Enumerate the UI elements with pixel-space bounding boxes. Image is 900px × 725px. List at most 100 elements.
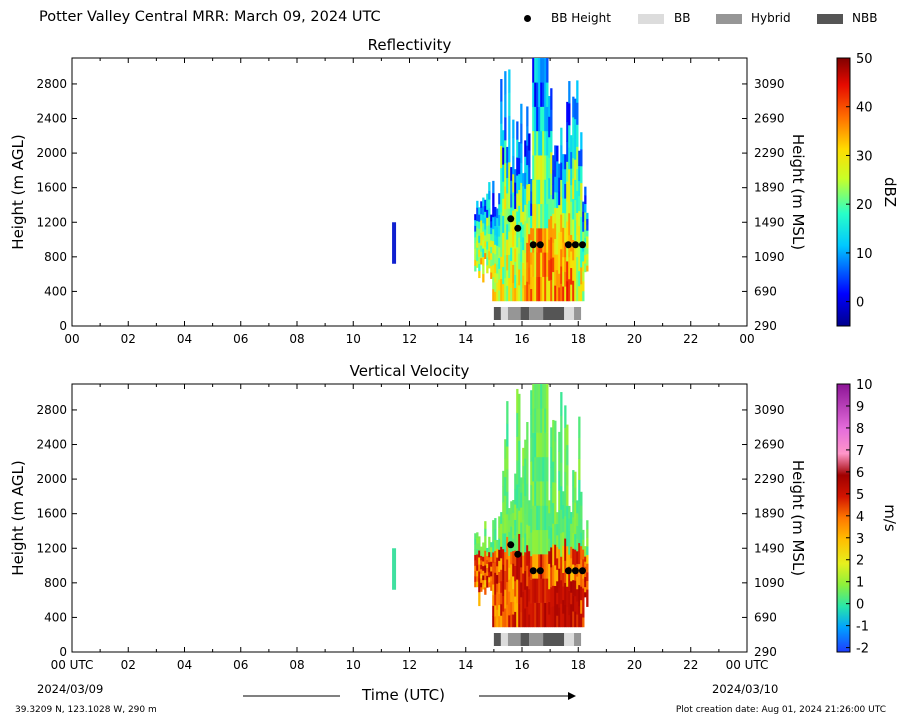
field-cell — [502, 564, 505, 581]
field-cell — [550, 173, 553, 195]
field-cell — [530, 390, 533, 415]
field-cell — [520, 522, 523, 538]
field-cell — [478, 214, 481, 222]
field-cell — [504, 608, 507, 628]
field-cell — [474, 242, 477, 249]
field-cell — [484, 535, 487, 544]
field-cell — [496, 600, 499, 610]
field-cell — [522, 591, 525, 610]
bb-height-marker-icon — [524, 15, 531, 22]
field-cell — [522, 519, 525, 538]
field-cell — [558, 490, 561, 511]
field-cell — [480, 564, 483, 570]
field-cell — [492, 216, 495, 230]
field-cell — [546, 276, 549, 302]
field-cell — [576, 124, 579, 147]
field-cell — [534, 130, 537, 156]
field-cell — [504, 589, 507, 609]
field-cell — [530, 437, 533, 462]
arrow-head-icon — [568, 692, 576, 700]
field-cell — [504, 140, 507, 164]
field-cell — [496, 609, 499, 619]
field-cell — [482, 561, 485, 567]
field-cell — [476, 554, 479, 560]
field-cell — [522, 501, 525, 520]
field-cell — [498, 560, 501, 572]
field-cell — [540, 58, 543, 83]
field-cell — [494, 594, 497, 606]
x-tick-label: 16 — [514, 332, 529, 346]
field-cell — [572, 485, 575, 502]
colorbar-tick-label: 40 — [856, 101, 873, 116]
field-cell — [578, 210, 581, 227]
field-cell — [512, 192, 515, 211]
field-cell — [578, 240, 581, 257]
field-cell — [562, 572, 565, 587]
field-cell — [502, 611, 505, 628]
field-cell — [582, 588, 585, 599]
x-tick-label: 20 — [627, 658, 642, 672]
field-cell — [550, 152, 553, 174]
field-cell — [508, 591, 511, 604]
field-cell — [478, 270, 481, 279]
field-cell — [550, 467, 553, 488]
y-tick-label: 2000 — [36, 146, 67, 160]
field-cell — [570, 580, 573, 593]
field-cell — [510, 551, 513, 565]
field-cell — [572, 178, 575, 200]
field-cell — [498, 247, 501, 259]
field-cell — [586, 259, 589, 266]
field-cell — [544, 384, 547, 409]
field-cell — [564, 183, 567, 199]
field-cell — [570, 603, 573, 616]
field-cell — [580, 267, 583, 285]
field-cell — [514, 473, 517, 490]
field-cell — [480, 207, 483, 215]
field-cell — [510, 260, 513, 275]
field-cell — [578, 150, 581, 167]
field-cell — [476, 227, 479, 235]
field-cell — [488, 536, 491, 543]
field-cell — [540, 481, 543, 506]
location-footer: 39.3209 N, 123.1028 W, 290 m — [15, 705, 157, 715]
field-cell — [474, 554, 477, 561]
field-cell — [484, 241, 487, 248]
colorbar-tick-label: 30 — [856, 149, 873, 164]
field-cell — [510, 180, 513, 195]
field-cell — [574, 580, 577, 597]
field-cell — [548, 614, 551, 628]
field-cell — [560, 415, 563, 440]
field-cell — [498, 516, 501, 528]
field-cell — [536, 384, 539, 409]
field-cell — [580, 572, 583, 587]
field-cell — [552, 564, 555, 586]
field-cell — [558, 431, 561, 452]
field-cell — [496, 592, 499, 602]
field-cell — [490, 576, 493, 582]
field-cell — [474, 265, 477, 272]
field-cell — [500, 278, 503, 302]
bb-type-segment — [520, 633, 530, 646]
colorbar-tick-label: 3 — [856, 532, 864, 547]
field-cell — [562, 227, 565, 243]
y-tick-right-label: 1490 — [754, 541, 785, 555]
field-cell — [556, 161, 559, 177]
y-tick-label: 2400 — [36, 112, 67, 126]
field-cell — [578, 416, 581, 438]
field-cell — [500, 592, 503, 605]
field-cell — [492, 520, 495, 532]
field-cell — [504, 186, 507, 210]
field-cell — [560, 462, 563, 487]
field-cell — [506, 468, 509, 492]
field-cell — [556, 145, 559, 162]
field-cell — [496, 583, 499, 593]
field-cell — [578, 563, 581, 586]
field-cell — [546, 252, 549, 277]
field-cell — [536, 82, 539, 107]
field-cell — [548, 576, 551, 590]
field-cell — [488, 182, 491, 191]
field-cell — [498, 279, 501, 291]
field-cell — [500, 79, 503, 102]
field-cell — [554, 523, 557, 545]
field-cell — [508, 543, 511, 556]
